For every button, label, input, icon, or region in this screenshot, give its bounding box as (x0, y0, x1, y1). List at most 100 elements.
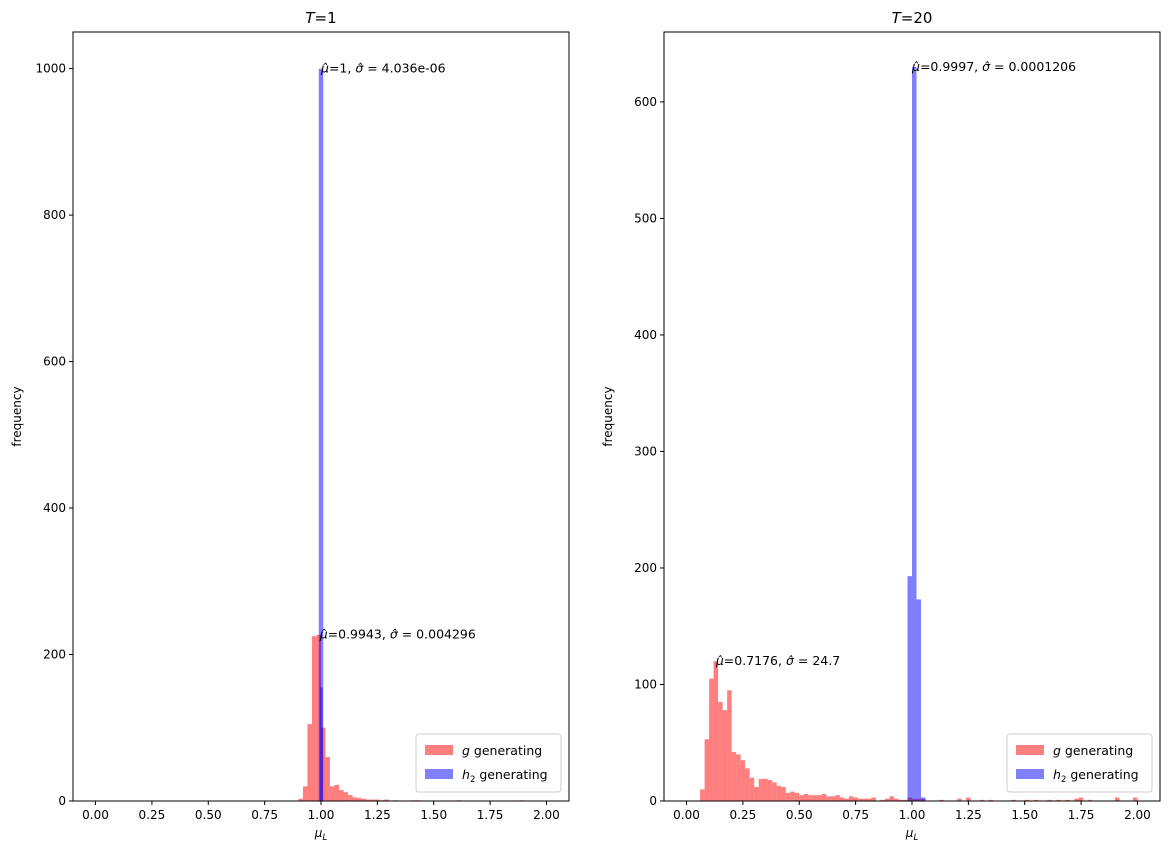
histogram-bar (709, 678, 714, 801)
histogram-bar (1087, 799, 1093, 801)
histogram-bar (902, 799, 908, 801)
annotations: μ̂=1, σ̂ = 4.036e-06 μ̂=0.9943, σ̂ = 0.00… (319, 61, 476, 642)
legend-label: h2 generating (1053, 767, 1139, 785)
y-axis-ticks: 0 200 400 600 800 1000 (35, 62, 73, 808)
histogram-bar (921, 797, 926, 801)
legend-swatch (1016, 745, 1044, 755)
y-tick-label: 0 (58, 794, 66, 808)
histogram-bar (343, 792, 349, 801)
x-tick-label: 0.00 (82, 808, 109, 822)
legend: g generating h2 generating (1006, 733, 1153, 793)
x-tick-label: 1.00 (308, 808, 335, 822)
histogram-bar (375, 799, 380, 801)
y-tick-label: 1000 (35, 62, 66, 76)
histogram-bar (1011, 799, 1016, 801)
annotation-text: μ̂=0.7176, σ̂ = 24.7 (715, 653, 840, 668)
legend-label: h2 generating (462, 767, 548, 785)
x-tick-label: 1.25 (364, 808, 391, 822)
y-tick-label: 200 (43, 648, 66, 662)
annotation-text: μ̂=0.9943, σ̂ = 0.004296 (319, 627, 476, 642)
x-tick-label: 0.00 (673, 808, 700, 822)
histogram-bar (799, 795, 804, 801)
x-tick-label: 0.75 (842, 808, 869, 822)
histogram-bar (776, 785, 782, 801)
y-tick-label: 600 (634, 95, 657, 109)
histogram-bar (316, 634, 321, 801)
histogram-bar (361, 798, 367, 801)
title-variable: T (305, 9, 316, 27)
x-tick-label: 2.00 (1124, 808, 1151, 822)
histogram-bar (772, 782, 777, 801)
x-tick-label: 2.00 (533, 808, 560, 822)
x-tick-label: 1.75 (477, 808, 504, 822)
x-tick-label: 1.00 (899, 808, 926, 822)
panel-title: T=20 (892, 9, 933, 27)
histogram-bar (731, 752, 737, 801)
histogram-bar (1078, 797, 1084, 801)
histogram-bar (1065, 799, 1070, 801)
legend-label: g generating (1053, 743, 1133, 758)
x-axis-label: μL (314, 826, 328, 843)
histogram-bar (853, 797, 858, 801)
x-axis-ticks: 0.00 0.25 0.50 0.75 1.00 1.25 1.50 1.75 2.00 (82, 801, 560, 822)
y-tick-label: 0 (649, 794, 657, 808)
bars-group (298, 68, 524, 802)
histogram-bar (912, 66, 917, 801)
histogram-bar (736, 754, 741, 801)
y-tick-label: 600 (43, 355, 66, 369)
histogram-bar (790, 791, 795, 801)
y-axis-ticks: 0 100 200 300 400 500 600 (634, 95, 664, 808)
x-tick-label: 1.25 (955, 808, 982, 822)
histogram-bar (808, 795, 813, 801)
title-value: =20 (901, 9, 933, 27)
histogram-bar (307, 724, 312, 801)
histogram-bar (880, 799, 885, 801)
histogram-bar (812, 795, 818, 801)
histogram-bar (339, 790, 344, 801)
axes-frame (72, 31, 570, 802)
x-tick-label: 0.75 (251, 808, 278, 822)
histogram-bar (727, 690, 732, 801)
histogram-bar (754, 787, 759, 801)
histogram-bar (848, 796, 854, 801)
histogram-bar (866, 798, 872, 801)
histogram-bar (857, 798, 863, 801)
x-axis-label: μL (905, 826, 919, 843)
histogram-bar (749, 777, 755, 801)
x-tick-label: 0.50 (786, 808, 813, 822)
histogram-bar (781, 787, 786, 801)
axes-frame (663, 31, 1161, 802)
y-axis-label: frequency (10, 386, 24, 446)
x-tick-label: 1.50 (1011, 808, 1038, 822)
histogram-bar (318, 68, 324, 802)
histogram-bar (330, 786, 335, 801)
histogram-bar (700, 789, 705, 801)
histogram-bar (745, 768, 750, 801)
histogram-bar (366, 799, 371, 801)
histogram-bar (898, 799, 903, 801)
histogram-bar (821, 794, 827, 801)
panel-title: T=1 (305, 9, 336, 27)
histogram-bar (862, 798, 867, 801)
histogram-bar (320, 687, 323, 801)
histogram-bar (302, 786, 308, 801)
x-axis-ticks: 0.00 0.25 0.50 0.75 1.00 1.25 1.50 1.75 2.00 (673, 801, 1151, 822)
histogram-bar (722, 710, 728, 801)
annotation-text: μ̂=1, σ̂ = 4.036e-06 (320, 61, 446, 76)
histogram-bar (767, 780, 773, 801)
x-tick-label: 0.25 (730, 808, 757, 822)
histogram-bar (826, 796, 831, 801)
histogram-bar (844, 798, 849, 801)
histogram-bar (740, 760, 746, 801)
y-tick-label: 500 (634, 211, 657, 225)
histogram-bar (893, 798, 899, 801)
legend-label: g generating (462, 743, 542, 758)
histogram-bar (298, 798, 303, 801)
annotation-text: μ̂=0.9997, σ̂ = 0.0001206 (911, 59, 1076, 74)
y-tick-label: 400 (634, 328, 657, 342)
histogram-bar (1114, 797, 1120, 801)
histogram-bar (348, 795, 353, 801)
histogram-panel-t20: 0.00 0.25 0.50 0.75 1.00 1.25 1.50 1.75 2.00 0 10… (601, 9, 1161, 843)
histogram-bar (884, 798, 890, 801)
